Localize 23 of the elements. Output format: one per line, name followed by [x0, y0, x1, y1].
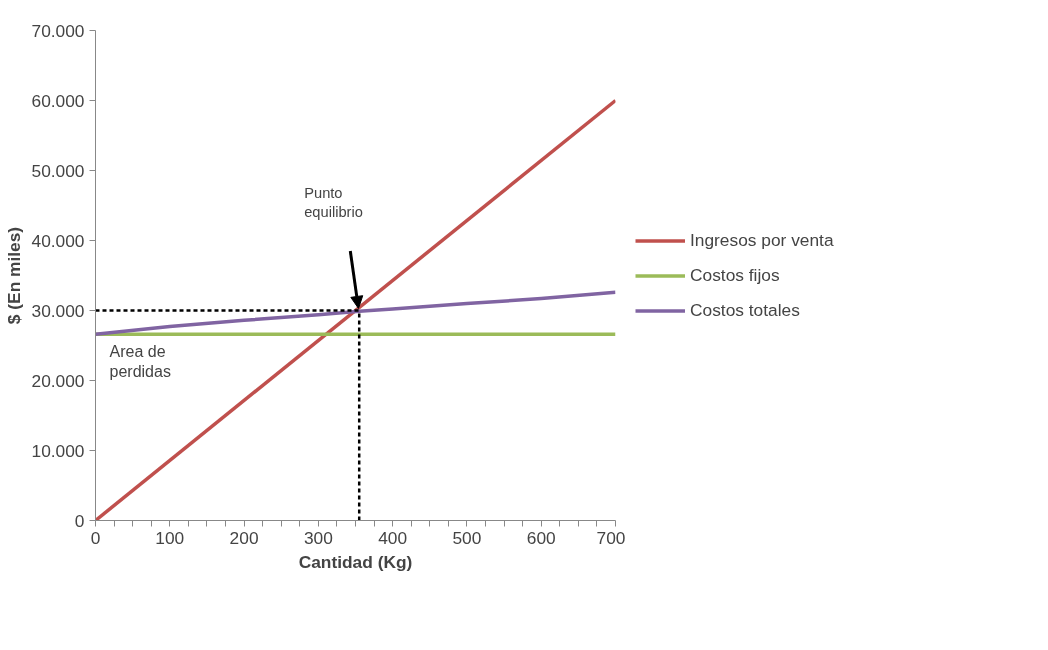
legend-label: Costos totales — [690, 299, 800, 321]
y-tick-label: 30.000 — [31, 300, 85, 321]
x-tick-label: 400 — [378, 527, 408, 548]
x-tick-label: 300 — [303, 527, 333, 548]
x-tick-label: 0 — [90, 527, 101, 548]
y-tick-label: 40.000 — [31, 230, 85, 251]
x-tick-label: 200 — [229, 527, 259, 548]
x-tick-label: 700 — [596, 527, 626, 548]
x-tick-label: 600 — [526, 527, 556, 548]
y-tick-label: 10.000 — [31, 440, 85, 461]
x-tick-label: 100 — [155, 527, 185, 548]
legend-label: Ingresos por venta — [690, 229, 834, 251]
y-tick-label: 60.000 — [31, 90, 85, 111]
y-axis-title: $ (En miles) — [3, 226, 24, 325]
y-tick-label: 70.000 — [31, 20, 85, 41]
y-tick-label: 20.000 — [31, 370, 85, 391]
legend-label: Costos fijos — [690, 264, 780, 286]
x-axis-title: Cantidad (Kg) — [298, 551, 413, 572]
y-tick-label: 0 — [74, 510, 85, 531]
annotation: Punto equilibrio — [304, 185, 363, 221]
y-tick-label: 50.000 — [31, 160, 85, 181]
x-tick-label: 500 — [452, 527, 482, 548]
annotation: Area de perdidas — [109, 343, 171, 381]
